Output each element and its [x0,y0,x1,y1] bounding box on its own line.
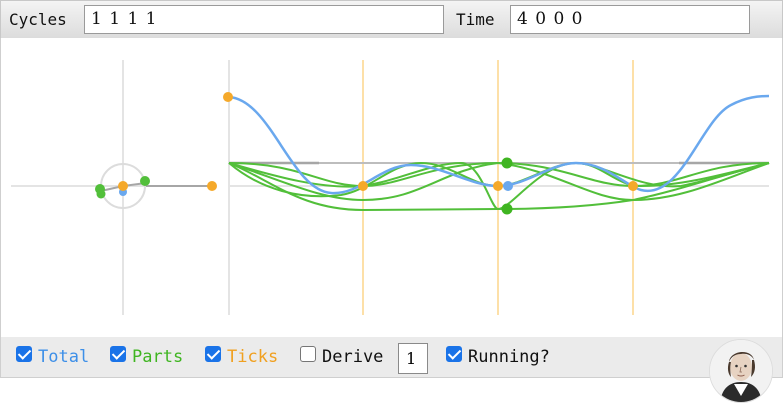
running-checkbox[interactable] [446,346,462,362]
parts-label: Parts [132,347,184,367]
tick-dot [628,181,638,191]
cycles-label: Cycles [9,10,67,29]
total-checkbox[interactable] [16,346,32,362]
tick-dot [358,181,368,191]
total-dot [503,181,513,191]
fourier-portrait-icon [709,339,773,403]
time-label: Time [456,10,495,29]
fourier-plot [0,38,783,337]
derive-checkbox[interactable] [300,346,316,362]
parts-checkbox[interactable] [110,346,126,362]
phasor-part-dot [140,176,150,186]
running-label: Running? [468,347,550,367]
bottom-controls: Total Parts Ticks Derive 1 Running? [0,337,783,378]
derive-label: Derive [322,347,384,367]
derive-number-input[interactable]: 1 [398,343,428,374]
top-toolbar: Cycles 1 1 1 1 Time 4 0 0 0 [0,0,783,39]
total-wave [228,94,770,195]
part-dot [501,157,513,169]
plot-canvas [11,60,770,315]
ticks-checkbox[interactable] [205,346,221,362]
cycles-input[interactable]: 1 1 1 1 [84,5,444,34]
ticks-label: Ticks [227,347,279,367]
total-label: Total [38,347,90,367]
portrait-drawing [710,340,772,402]
phasor-tick-dot [118,181,128,191]
time-input[interactable]: 4 0 0 0 [510,5,750,34]
part-dot [501,203,513,215]
phasor-part-dot [96,189,106,199]
tick-dot [223,92,233,102]
projection-tick-dot [207,181,217,191]
tick-dot [493,181,503,191]
